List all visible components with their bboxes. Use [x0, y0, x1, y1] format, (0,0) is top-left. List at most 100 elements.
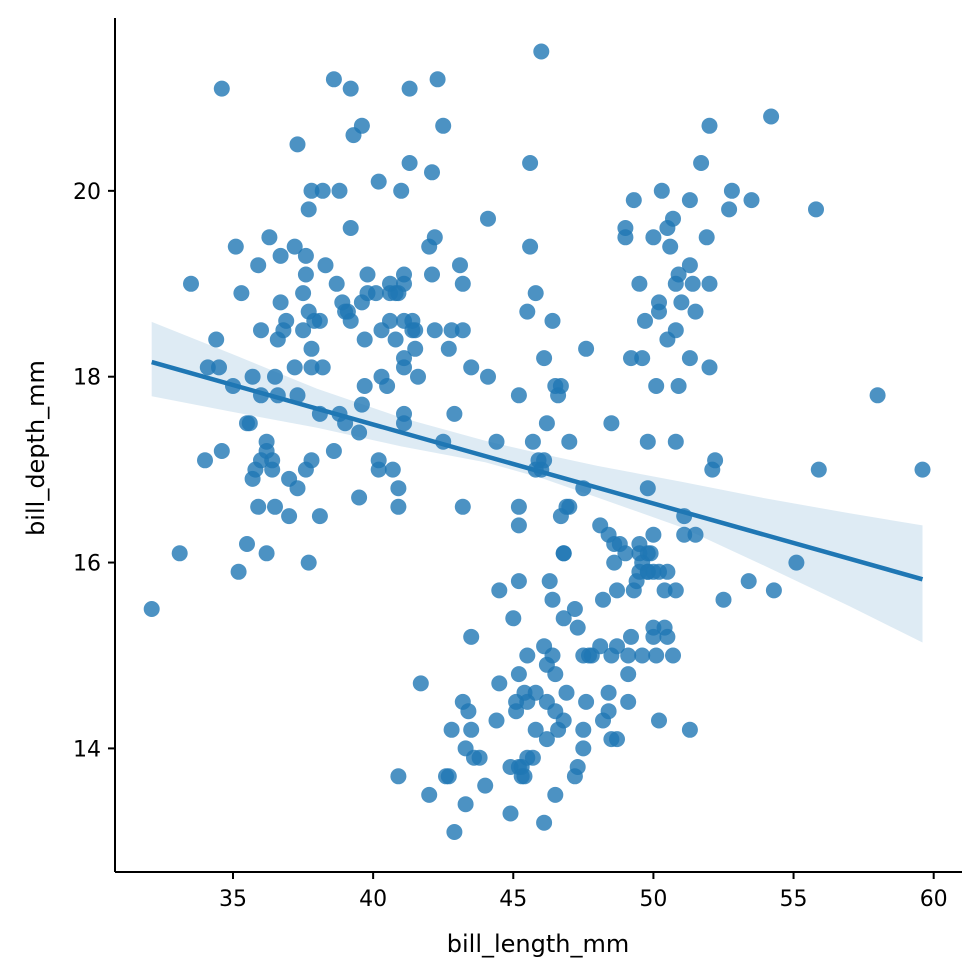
x-tick-label: 45 [499, 887, 527, 912]
data-point [424, 266, 440, 283]
data-point [667, 582, 684, 599]
data-point [303, 340, 320, 357]
data-point [342, 220, 359, 236]
data-point [241, 415, 258, 432]
data-point [552, 378, 569, 394]
data-point [569, 619, 586, 636]
data-point [480, 368, 496, 385]
data-point [440, 340, 457, 357]
data-point [314, 182, 331, 199]
data-point [410, 368, 426, 385]
data-point [454, 498, 471, 515]
data-point [667, 433, 684, 450]
data-point [393, 182, 410, 199]
data-point [429, 71, 446, 88]
data-point [314, 359, 331, 376]
data-point [239, 536, 255, 552]
data-point [788, 554, 805, 571]
data-point [665, 210, 681, 227]
y-tick-label: 16 [73, 552, 101, 577]
data-point [508, 703, 525, 720]
data-point [463, 359, 480, 376]
data-point [656, 582, 673, 599]
data-point [544, 591, 561, 608]
data-point [592, 638, 609, 655]
data-point [533, 43, 550, 60]
data-point [701, 275, 718, 292]
data-point [681, 721, 698, 738]
data-point [267, 498, 283, 515]
data-point [488, 712, 505, 729]
data-point [443, 322, 460, 339]
x-ticks: 35 40 45 50 55 60 [219, 872, 948, 912]
data-point [233, 285, 250, 302]
data-point [387, 331, 404, 348]
data-point [311, 508, 328, 525]
data-point [390, 480, 407, 497]
regression-line-layer [151, 359, 924, 582]
data-point [281, 508, 298, 525]
data-point [261, 229, 278, 246]
data-point [311, 312, 328, 329]
data-point [510, 387, 527, 404]
data-point [244, 368, 261, 385]
data-point [384, 461, 401, 478]
data-point [297, 266, 314, 283]
data-point [701, 117, 718, 134]
data-point [325, 71, 342, 88]
x-tick-label: 35 [219, 887, 247, 912]
data-point [670, 266, 687, 283]
data-point [197, 452, 213, 469]
data-point [356, 331, 373, 348]
y-axis-title: bill_depth_mm [22, 360, 50, 536]
data-point [258, 545, 275, 562]
data-point [620, 666, 637, 683]
data-point [297, 247, 314, 264]
data-point [740, 573, 757, 590]
data-point [460, 703, 477, 720]
data-point [230, 563, 247, 580]
data-point [477, 777, 494, 794]
data-point [426, 229, 443, 246]
data-point [555, 610, 572, 627]
data-point [407, 340, 424, 357]
data-point [634, 350, 651, 367]
data-point [645, 526, 662, 543]
data-point [527, 285, 544, 302]
data-point [300, 201, 317, 218]
data-point [625, 192, 642, 209]
data-point [544, 312, 561, 329]
data-point [401, 155, 418, 171]
data-point [600, 703, 617, 720]
data-point [707, 452, 724, 469]
data-point [765, 582, 782, 599]
data-point [578, 340, 595, 357]
data-point [595, 591, 611, 608]
x-axis-title: bill_length_mm [447, 930, 630, 958]
data-point [457, 796, 474, 813]
data-point [609, 638, 625, 655]
data-point [502, 805, 519, 822]
data-point [407, 322, 424, 339]
data-point [208, 331, 225, 348]
data-point [317, 257, 334, 274]
data-point [530, 452, 547, 469]
data-point [684, 275, 701, 292]
data-point [510, 498, 527, 515]
x-tick-label: 60 [920, 887, 948, 912]
data-point [653, 182, 670, 199]
data-point [454, 275, 471, 292]
data-point [651, 303, 667, 320]
data-point [642, 545, 659, 562]
data-point [639, 563, 656, 580]
data-point [491, 675, 508, 692]
data-point [617, 545, 634, 562]
data-point [454, 322, 471, 339]
data-point [687, 303, 704, 320]
data-point [522, 238, 539, 255]
data-point [379, 378, 396, 394]
data-point [676, 526, 693, 543]
regression-ci-band [151, 321, 923, 643]
data-point [143, 601, 160, 617]
y-tick-label: 14 [73, 737, 101, 762]
